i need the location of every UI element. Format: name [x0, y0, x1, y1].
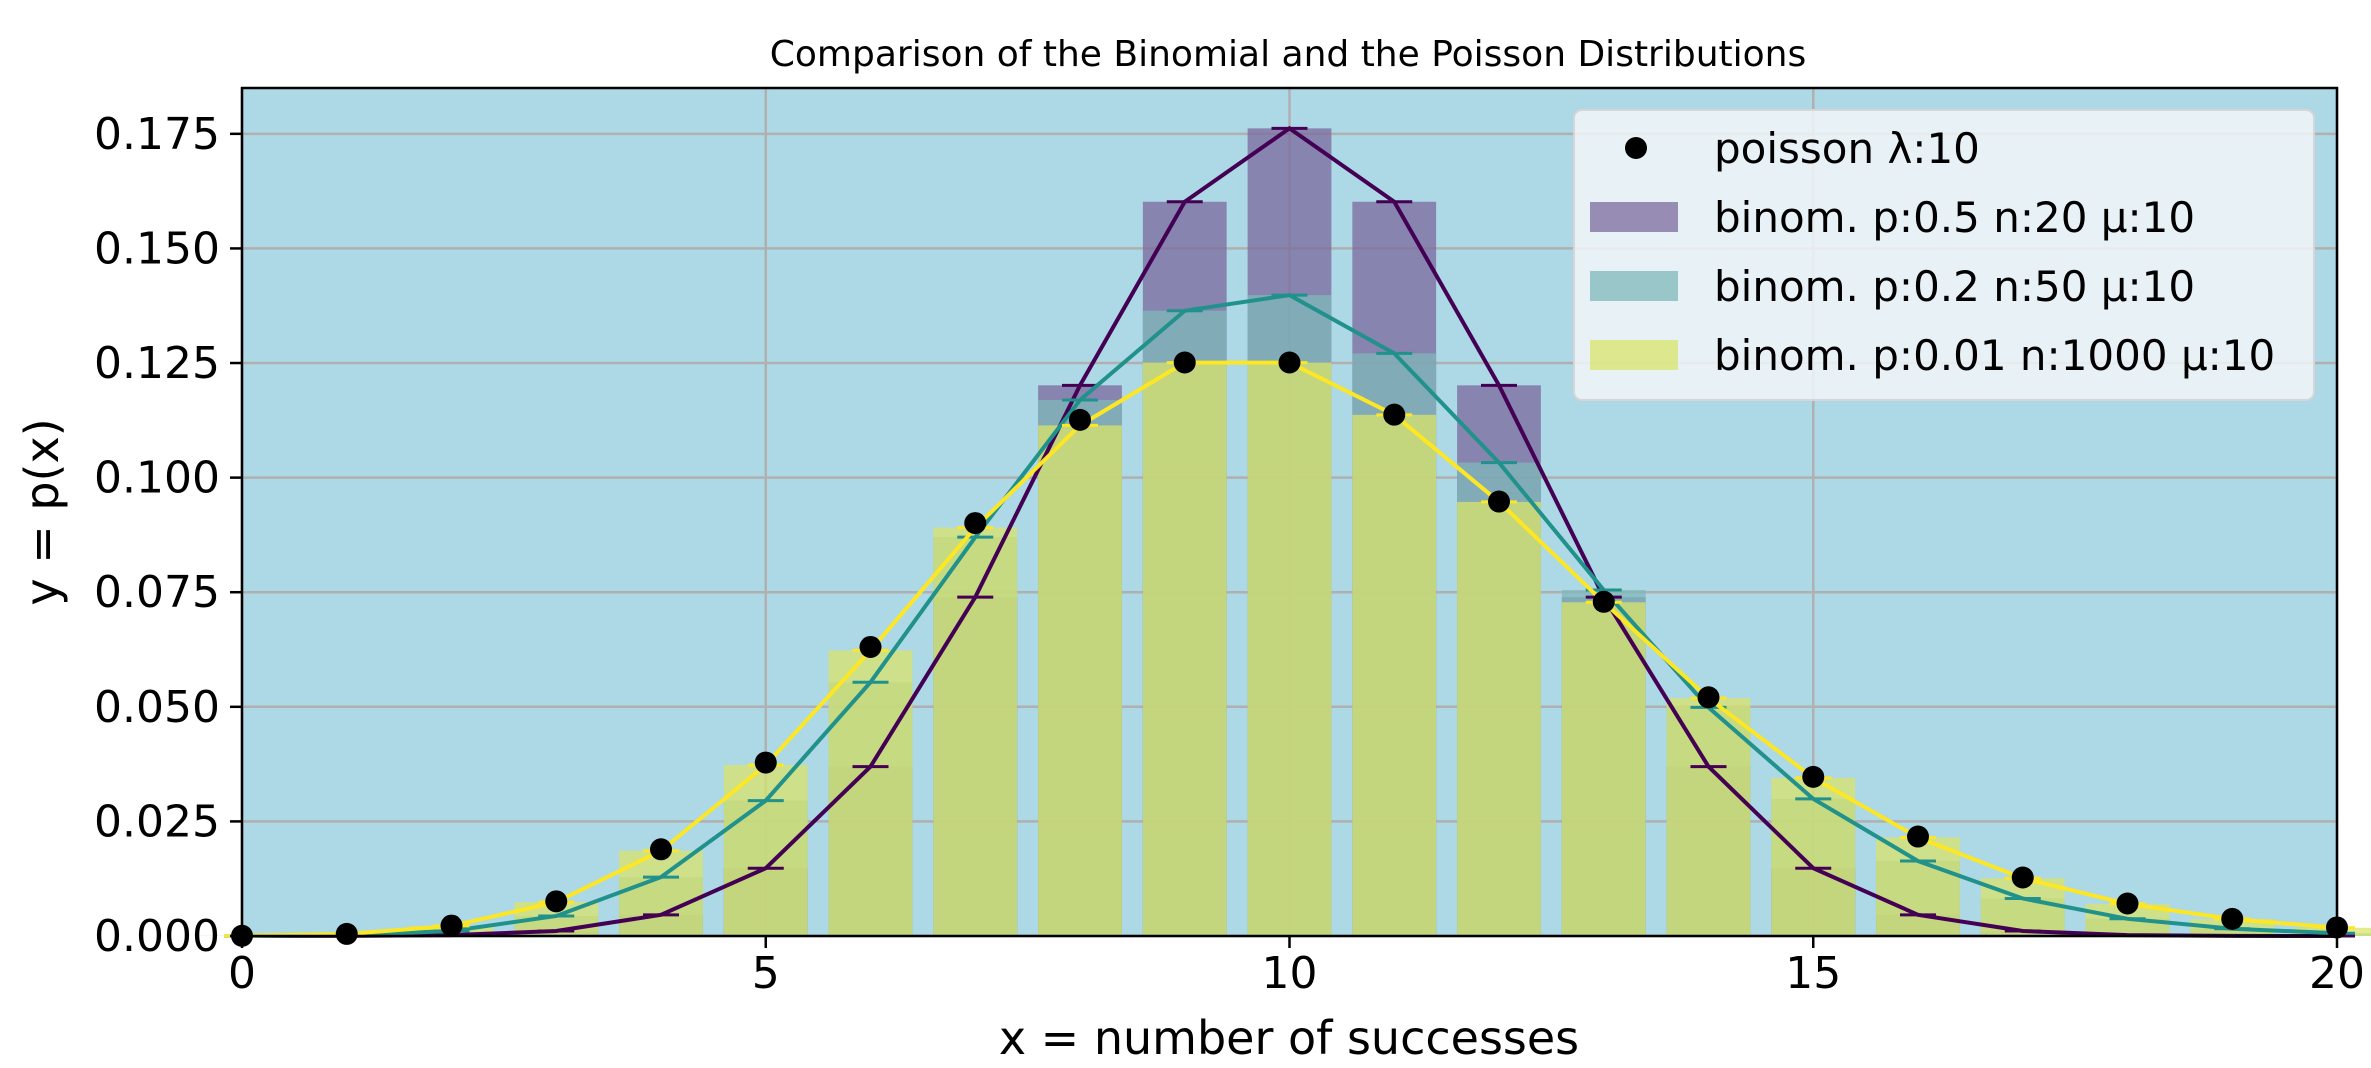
poisson-point	[964, 512, 987, 535]
poisson-point	[545, 890, 568, 913]
binom-3-bar	[1142, 362, 1227, 937]
poisson-point	[1802, 765, 1825, 788]
legend-box	[1573, 109, 2315, 401]
x-tick-label: 20	[2309, 948, 2365, 999]
legend-label: binom. p:0.2 n:50 μ:10	[1714, 262, 2195, 311]
poisson-point	[1488, 490, 1510, 513]
legend-swatch	[1590, 340, 1678, 370]
poisson-point	[1278, 351, 1301, 374]
poisson-point	[1907, 825, 1929, 848]
bars	[200, 128, 2371, 937]
poisson-point	[1069, 408, 1091, 431]
poisson-point	[1592, 590, 1615, 613]
legend-label: poisson λ:10	[1714, 124, 1980, 173]
poisson-point	[650, 838, 672, 861]
poisson-point	[859, 635, 882, 658]
binom-3-bar	[1771, 777, 1856, 936]
binom-3-bar	[1352, 414, 1437, 936]
x-tick-label: 0	[228, 948, 256, 999]
binom-3-bar	[1666, 698, 1751, 936]
x-tick-label: 5	[752, 948, 780, 999]
poisson-point	[2221, 907, 2244, 930]
chart-title: Comparison of the Binomial and the Poiss…	[770, 34, 1807, 75]
legend-label: binom. p:0.01 n:1000 μ:10	[1714, 331, 2275, 380]
poisson-point	[2011, 866, 2034, 889]
binom-3-bar	[1457, 501, 1541, 936]
legend-swatch	[1590, 271, 1678, 301]
poisson-point	[1173, 351, 1196, 374]
legend: poisson λ:10 binom. p:0.5 n:20 μ:10 binom.…	[1573, 109, 2315, 401]
legend-marker-poisson	[1625, 137, 1647, 159]
y-tick-label: 0.050	[94, 682, 220, 733]
binom-3-bar	[1561, 602, 1646, 936]
y-tick-label: 0.025	[94, 796, 220, 847]
poisson-point	[440, 914, 463, 937]
y-tick-label: 0.125	[94, 338, 220, 389]
poisson-points	[231, 351, 2348, 947]
y-tick-label: 0.175	[94, 109, 220, 160]
x-tick-label: 15	[1785, 948, 1841, 999]
legend-swatch	[1590, 202, 1678, 232]
axes: 0 5 10 15 20 0.000 0.025 0.050 0.075 0.100 0.125 0.…	[94, 109, 2365, 999]
poisson-point	[1383, 403, 1406, 426]
x-axis-title: x = number of successes	[999, 1011, 1579, 1065]
binom-3-bar	[1247, 362, 1332, 937]
legend-label: binom. p:0.5 n:20 μ:10	[1714, 193, 2195, 242]
y-axis-title: y = p(x)	[15, 418, 69, 605]
poisson-point	[2116, 892, 2139, 915]
binom-3-bar	[723, 765, 808, 936]
binom-3-bar	[933, 527, 1018, 936]
binom-3-bar	[1038, 425, 1122, 936]
y-tick-label: 0.075	[94, 567, 220, 618]
poisson-point	[335, 922, 358, 945]
y-tick-label: 0.100	[94, 453, 220, 504]
poisson-point	[754, 751, 777, 774]
x-tick-label: 10	[1262, 948, 1318, 999]
poisson-point	[1697, 686, 1720, 709]
y-tick-label: 0.150	[94, 223, 220, 274]
y-tick-label: 0.000	[94, 911, 220, 962]
